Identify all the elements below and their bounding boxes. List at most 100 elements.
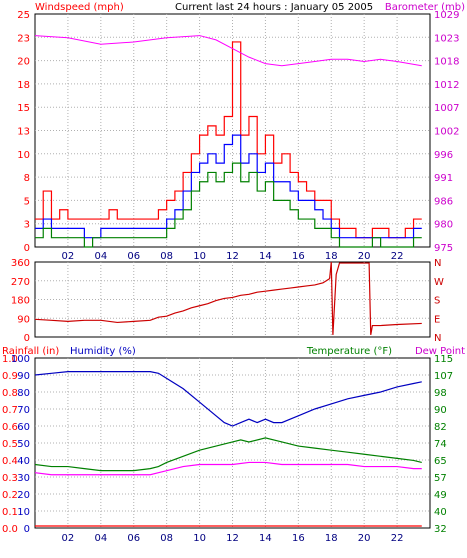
- direction-degree-tick-label: 360: [11, 258, 30, 269]
- dewpoint-axis-title: Dew Point: [415, 346, 465, 357]
- direction-degree-tick-label: 270: [11, 277, 30, 288]
- compass-tick-label: N: [434, 258, 441, 269]
- wind-direction-series-line: [34, 261, 422, 336]
- windspeed-series-line: [35, 41, 422, 239]
- windspeed-tick-label: 3: [24, 220, 30, 231]
- rainfall-tick-label: 0.5: [2, 439, 18, 450]
- barometer-tick-label: 991: [434, 173, 453, 184]
- humidity-tick-label: 40: [17, 456, 30, 467]
- windspeed-axis-title: Windspeed (mph): [35, 2, 124, 13]
- temperature-tick-label: 82: [434, 422, 447, 433]
- hour-tick-label: 22: [391, 251, 404, 262]
- hour-tick-label: 12: [226, 533, 239, 544]
- rainfall-tick-label: 1.0: [2, 354, 18, 365]
- windspeed-tick-label: 5: [24, 196, 30, 207]
- direction-degree-tick-label: 90: [17, 314, 30, 325]
- temperature-tick-label: 98: [434, 388, 447, 399]
- rainfall-tick-label: 0.7: [2, 405, 18, 416]
- rainfall-tick-label: 0.6: [2, 422, 18, 433]
- rainfall-axis-title: Rainfall (in): [2, 346, 59, 357]
- windspeed-tick-label: 20: [17, 57, 30, 68]
- barometer-tick-label: 1007: [434, 103, 459, 114]
- hour-tick-label: 16: [292, 533, 305, 544]
- humidity-tick-label: 80: [17, 388, 30, 399]
- hour-tick-label: 02: [62, 251, 75, 262]
- humidity-tick-label: 70: [17, 405, 30, 416]
- compass-tick-label: E: [434, 314, 440, 325]
- hour-tick-label: 04: [94, 251, 107, 262]
- rainfall-tick-label: 0.1: [2, 507, 18, 518]
- hour-tick-label: 18: [325, 533, 338, 544]
- humidity-tick-label: 50: [17, 439, 30, 450]
- hour-tick-label: 08: [160, 251, 173, 262]
- barometer-tick-label: 1002: [434, 127, 459, 138]
- hour-tick-label: 14: [259, 251, 272, 262]
- hour-tick-label: 02: [62, 533, 75, 544]
- avg-wind-series-line: [35, 134, 422, 239]
- temperature-tick-label: 65: [434, 456, 447, 467]
- temperature-series-line: [34, 437, 422, 472]
- temperature-tick-label: 115: [434, 354, 453, 365]
- temperature-tick-label: 74: [434, 439, 447, 450]
- windspeed-tick-label: 8: [24, 173, 30, 184]
- hour-tick-label: 10: [193, 533, 206, 544]
- windspeed-tick-label: 10: [17, 150, 30, 161]
- humidity-tick-label: 30: [17, 473, 30, 484]
- windspeed-tick-label: 15: [17, 103, 30, 114]
- direction-degree-tick-label: 180: [11, 296, 30, 307]
- humidity-tick-label: 20: [17, 490, 30, 501]
- hour-tick-label: 18: [325, 251, 338, 262]
- direction-trace-series-line: [35, 162, 422, 248]
- compass-tick-label: S: [434, 296, 440, 307]
- humidity-tick-label: 10: [17, 507, 30, 518]
- hour-tick-label: 14: [259, 533, 272, 544]
- hour-tick-label: 10: [193, 251, 206, 262]
- hour-tick-label: 08: [160, 533, 173, 544]
- barometer-axis-title: Barometer (mb): [385, 2, 465, 13]
- hour-tick-label: 20: [358, 251, 371, 262]
- windspeed-tick-label: 25: [17, 10, 30, 21]
- temperature-tick-label: 40: [434, 507, 447, 518]
- rainfall-tick-label: 0.0: [2, 524, 18, 535]
- barometer-tick-label: 1018: [434, 57, 459, 68]
- humidity-series-line: [34, 371, 422, 427]
- barometer-series-line: [34, 35, 422, 67]
- humidity-tick-label: 60: [17, 422, 30, 433]
- temperature-tick-label: 32: [434, 524, 447, 535]
- compass-tick-label: N: [434, 333, 441, 344]
- barometer-tick-label: 1029: [434, 10, 459, 21]
- windspeed-tick-label: 18: [17, 80, 30, 91]
- temperature-tick-label: 90: [434, 405, 447, 416]
- barometer-tick-label: 996: [434, 150, 453, 161]
- hour-tick-label: 20: [358, 533, 371, 544]
- rainfall-tick-label: 0.2: [2, 490, 18, 501]
- rainfall-tick-label: 0.9: [2, 371, 18, 382]
- humidity-tick-label: 90: [17, 371, 30, 382]
- barometer-tick-label: 986: [434, 196, 453, 207]
- hour-tick-label: 04: [94, 533, 107, 544]
- barometer-tick-label: 1012: [434, 80, 459, 91]
- windspeed-tick-label: 13: [17, 127, 30, 138]
- rainfall-tick-label: 0.3: [2, 473, 18, 484]
- hour-tick-label: 06: [127, 533, 140, 544]
- temperature-tick-label: 49: [434, 490, 447, 501]
- direction-degree-tick-label: 0: [24, 333, 30, 344]
- rainfall-tick-label: 0.4: [2, 456, 18, 467]
- hour-tick-label: 06: [127, 251, 140, 262]
- chart-title: Current last 24 hours : January 05 2005: [175, 2, 373, 13]
- temperature-tick-label: 107: [434, 371, 453, 382]
- humidity-tick-label: 100: [11, 354, 30, 365]
- hour-tick-label: 16: [292, 251, 305, 262]
- barometer-tick-label: 980: [434, 220, 453, 231]
- temperature-axis-title: Temperature (°F): [306, 346, 392, 357]
- hour-tick-label: 12: [226, 251, 239, 262]
- windspeed-tick-label: 23: [17, 33, 30, 44]
- rainfall-tick-label: 0.8: [2, 388, 18, 399]
- windspeed-tick-label: 0: [24, 243, 30, 254]
- dewpoint-series-line: [34, 461, 422, 476]
- humidity-tick-label: 0: [24, 524, 30, 535]
- humidity-axis-title: Humidity (%): [70, 346, 136, 357]
- compass-tick-label: W: [434, 277, 444, 288]
